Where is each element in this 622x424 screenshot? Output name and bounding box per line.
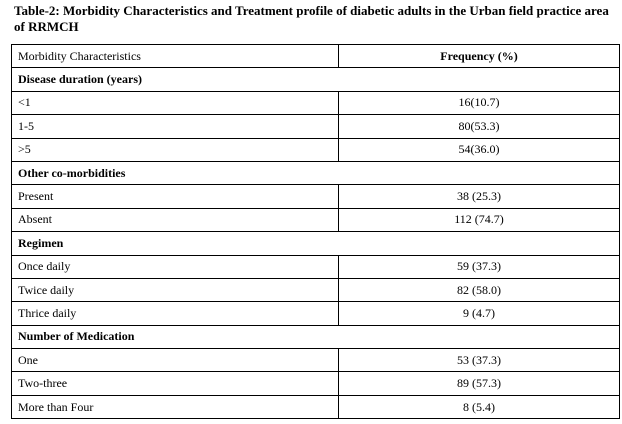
row-frequency: 53 (37.3) (338, 348, 620, 373)
row-frequency: 80(53.3) (338, 114, 620, 139)
table-body: Disease duration (years) <1 16(10.7) 1-5 80(… (11, 67, 620, 420)
row-frequency: 16(10.7) (338, 90, 620, 116)
row-frequency: 82 (58.0) (338, 277, 620, 303)
table-row: <1 16(10.7) (11, 90, 620, 116)
column-header-frequency: Frequency (%) (338, 43, 620, 69)
row-label: Thrice daily (11, 301, 339, 326)
section-label: Number of Medication (11, 324, 620, 350)
table-row: Twice daily 82 (58.0) (11, 277, 620, 303)
section-header-row: Other co-morbidities (11, 160, 620, 186)
row-frequency: 9 (4.7) (338, 301, 620, 326)
table-caption: Table-2: Morbidity Characteristics and T… (14, 3, 609, 34)
row-label: >5 (11, 137, 339, 162)
row-frequency: 38 (25.3) (338, 184, 620, 209)
table-row: More than Four 8 (5.4) (11, 394, 620, 420)
table-header-row: Morbidity Characteristics Frequency (%) (11, 43, 620, 69)
table-row: One 53 (37.3) (11, 348, 620, 373)
row-label: 1-5 (11, 114, 339, 139)
section-label: Other co-morbidities (11, 160, 620, 186)
section-label: Regimen (11, 231, 620, 256)
section-header-row: Number of Medication (11, 324, 620, 350)
section-header-row: Regimen (11, 231, 620, 256)
table-row: >5 54(36.0) (11, 137, 620, 162)
row-frequency: 59 (37.3) (338, 254, 620, 279)
row-frequency: 89 (57.3) (338, 371, 620, 396)
table-row: Thrice daily 9 (4.7) (11, 301, 620, 326)
section-label: Disease duration (years) (11, 67, 620, 92)
row-label: Twice daily (11, 277, 339, 303)
morbidity-table: Morbidity Characteristics Frequency (%) … (11, 43, 620, 420)
table-row: Absent 112 (74.7) (11, 207, 620, 233)
row-frequency: 8 (5.4) (338, 394, 620, 420)
section-header-row: Disease duration (years) (11, 67, 620, 92)
row-label: One (11, 348, 339, 373)
row-label: Absent (11, 207, 339, 233)
table-row: Two-three 89 (57.3) (11, 371, 620, 396)
row-label: <1 (11, 90, 339, 116)
row-frequency: 54(36.0) (338, 137, 620, 162)
row-label: Once daily (11, 254, 339, 279)
column-header-characteristics: Morbidity Characteristics (11, 43, 339, 69)
table-row: 1-5 80(53.3) (11, 114, 620, 139)
row-label: Two-three (11, 371, 339, 396)
row-label: Present (11, 184, 339, 209)
row-label: More than Four (11, 394, 339, 420)
table-row: Present 38 (25.3) (11, 184, 620, 209)
table-row: Once daily 59 (37.3) (11, 254, 620, 279)
row-frequency: 112 (74.7) (338, 207, 620, 233)
